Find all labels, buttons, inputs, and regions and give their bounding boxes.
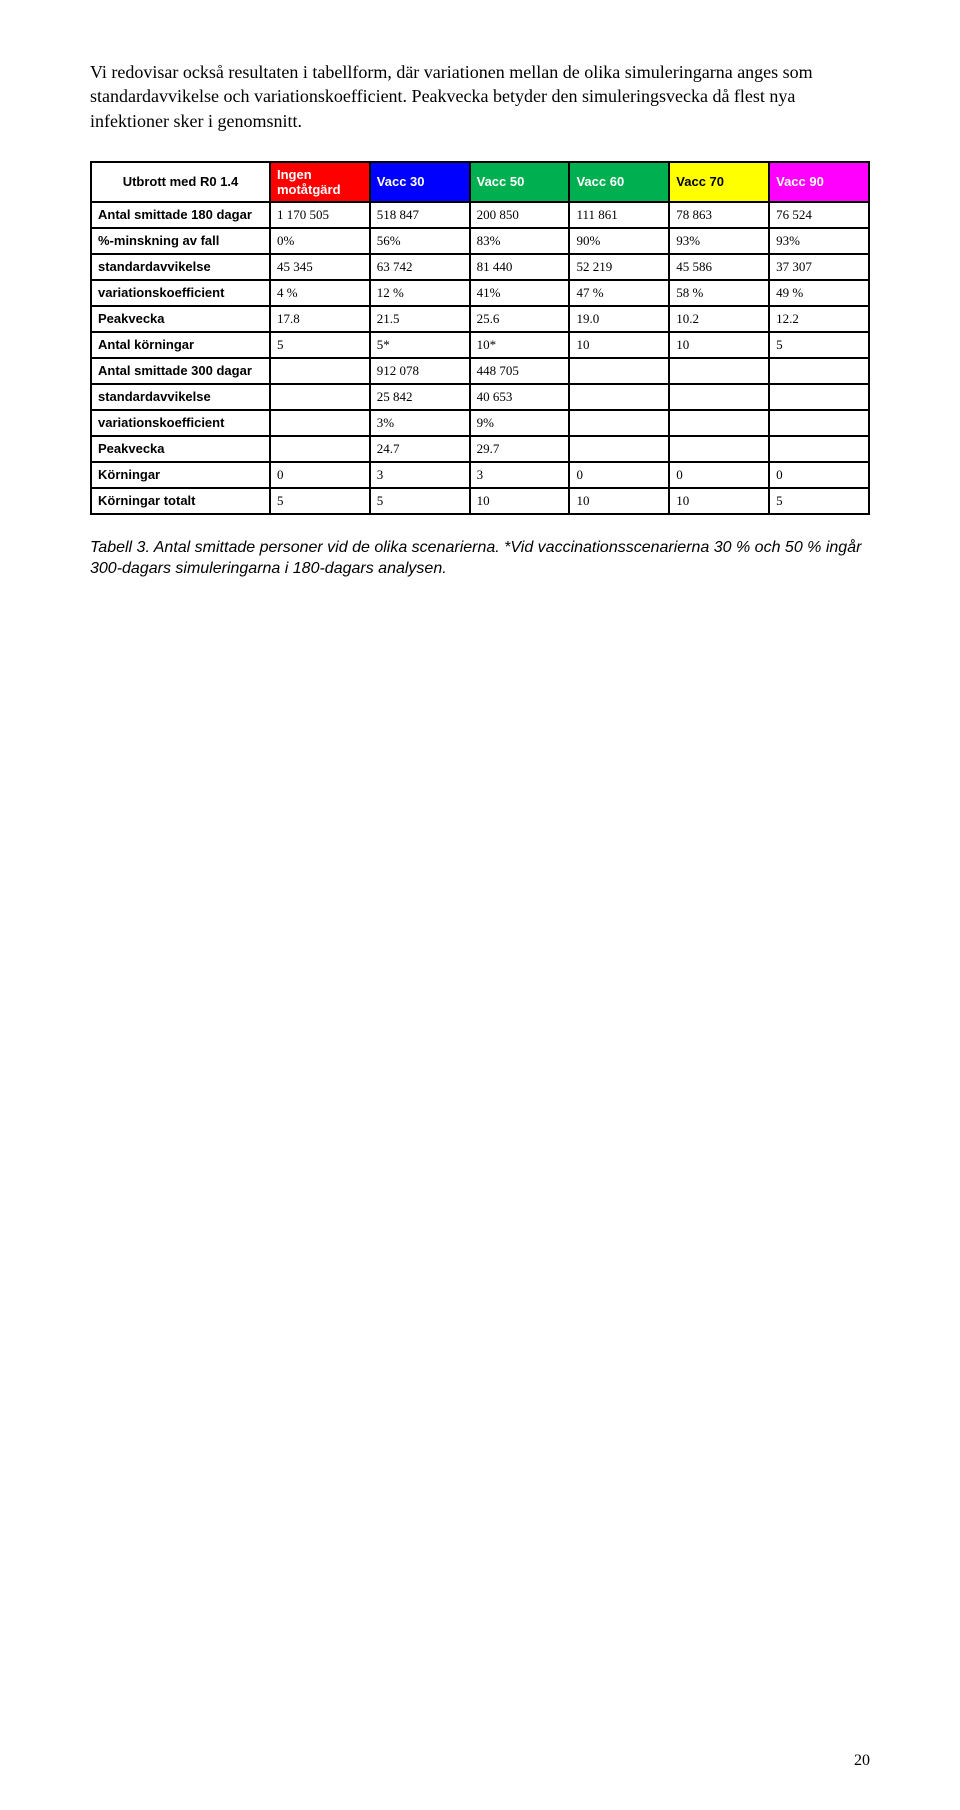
cell-value: 3 <box>470 462 570 488</box>
row-label: Antal smittade 300 dagar <box>91 358 270 384</box>
cell-value: 5 <box>370 488 470 514</box>
cell-value: 45 586 <box>669 254 769 280</box>
cell-value: 41% <box>470 280 570 306</box>
cell-value: 10* <box>470 332 570 358</box>
page-number: 20 <box>854 1752 870 1770</box>
cell-value <box>270 410 370 436</box>
row-label: Körningar <box>91 462 270 488</box>
table-caption: Tabell 3. Antal smittade personer vid de… <box>90 537 870 580</box>
cell-value: 5 <box>270 488 370 514</box>
cell-value: 93% <box>769 228 869 254</box>
row-label: Antal körningar <box>91 332 270 358</box>
cell-value: 518 847 <box>370 202 470 228</box>
cell-value <box>669 384 769 410</box>
cell-value: 912 078 <box>370 358 470 384</box>
cell-value: 10 <box>470 488 570 514</box>
cell-value: 0 <box>769 462 869 488</box>
row-label: Peakvecka <box>91 306 270 332</box>
cell-value: 12.2 <box>769 306 869 332</box>
row-label: %-minskning av fall <box>91 228 270 254</box>
cell-value: 19.0 <box>569 306 669 332</box>
table-header-cell: Vacc 50 <box>470 162 570 202</box>
row-label: Peakvecka <box>91 436 270 462</box>
cell-value: 1 170 505 <box>270 202 370 228</box>
cell-value: 52 219 <box>569 254 669 280</box>
cell-value: 0 <box>270 462 370 488</box>
cell-value: 5 <box>769 332 869 358</box>
cell-value: 81 440 <box>470 254 570 280</box>
table-header-cell: Vacc 30 <box>370 162 470 202</box>
cell-value: 93% <box>669 228 769 254</box>
cell-value <box>669 410 769 436</box>
cell-value: 0 <box>669 462 769 488</box>
cell-value: 24.7 <box>370 436 470 462</box>
cell-value: 4 % <box>270 280 370 306</box>
cell-value: 10 <box>569 332 669 358</box>
cell-value <box>669 436 769 462</box>
cell-value: 29.7 <box>470 436 570 462</box>
cell-value: 45 345 <box>270 254 370 280</box>
cell-value: 9% <box>470 410 570 436</box>
table-header-label: Utbrott med R0 1.4 <box>91 162 270 202</box>
cell-value <box>669 358 769 384</box>
cell-value: 25 842 <box>370 384 470 410</box>
table-header-cell: Vacc 70 <box>669 162 769 202</box>
table-header-cell: Vacc 60 <box>569 162 669 202</box>
cell-value <box>769 358 869 384</box>
cell-value: 0 <box>569 462 669 488</box>
cell-value <box>270 384 370 410</box>
cell-value: 0% <box>270 228 370 254</box>
row-label: standardavvikelse <box>91 254 270 280</box>
cell-value: 83% <box>470 228 570 254</box>
intro-paragraph: Vi redovisar också resultaten i tabellfo… <box>90 60 870 133</box>
cell-value: 78 863 <box>669 202 769 228</box>
cell-value: 40 653 <box>470 384 570 410</box>
row-label: Körningar totalt <box>91 488 270 514</box>
cell-value: 5 <box>769 488 869 514</box>
cell-value <box>270 358 370 384</box>
row-label: variationskoefficient <box>91 410 270 436</box>
cell-value: 10.2 <box>669 306 769 332</box>
cell-value: 17.8 <box>270 306 370 332</box>
row-label: variationskoefficient <box>91 280 270 306</box>
cell-value <box>569 410 669 436</box>
cell-value <box>569 436 669 462</box>
cell-value: 12 % <box>370 280 470 306</box>
cell-value: 90% <box>569 228 669 254</box>
cell-value: 25.6 <box>470 306 570 332</box>
cell-value: 21.5 <box>370 306 470 332</box>
cell-value: 3 <box>370 462 470 488</box>
cell-value: 10 <box>669 332 769 358</box>
cell-value <box>569 358 669 384</box>
results-table: Utbrott med R0 1.4Ingen motåtgärdVacc 30… <box>90 161 870 515</box>
cell-value <box>769 384 869 410</box>
cell-value: 76 524 <box>769 202 869 228</box>
cell-value: 200 850 <box>470 202 570 228</box>
cell-value <box>769 410 869 436</box>
cell-value: 448 705 <box>470 358 570 384</box>
cell-value: 47 % <box>569 280 669 306</box>
cell-value: 10 <box>569 488 669 514</box>
cell-value: 56% <box>370 228 470 254</box>
cell-value <box>270 436 370 462</box>
cell-value <box>769 436 869 462</box>
cell-value: 63 742 <box>370 254 470 280</box>
row-label: standardavvikelse <box>91 384 270 410</box>
cell-value <box>569 384 669 410</box>
cell-value: 58 % <box>669 280 769 306</box>
cell-value: 3% <box>370 410 470 436</box>
cell-value: 5* <box>370 332 470 358</box>
table-header-cell: Vacc 90 <box>769 162 869 202</box>
row-label: Antal smittade 180 dagar <box>91 202 270 228</box>
cell-value: 111 861 <box>569 202 669 228</box>
cell-value: 5 <box>270 332 370 358</box>
cell-value: 37 307 <box>769 254 869 280</box>
cell-value: 10 <box>669 488 769 514</box>
cell-value: 49 % <box>769 280 869 306</box>
table-header-cell: Ingen motåtgärd <box>270 162 370 202</box>
